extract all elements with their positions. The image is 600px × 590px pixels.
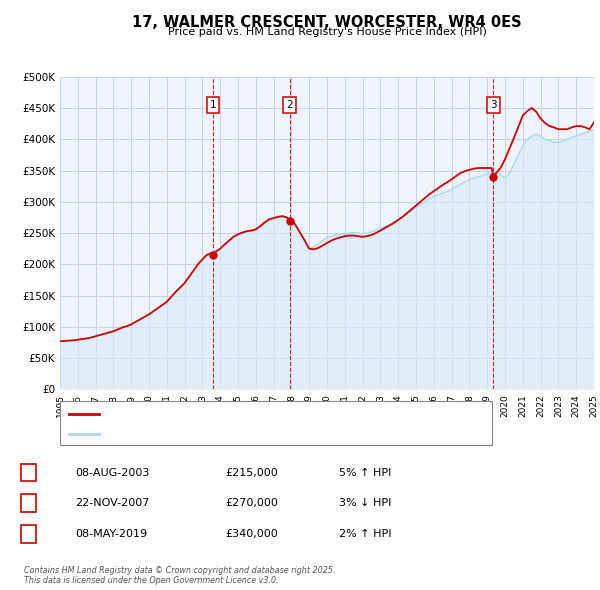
Text: £215,000: £215,000 xyxy=(225,468,278,477)
Text: £340,000: £340,000 xyxy=(225,529,278,539)
Text: 22-NOV-2007: 22-NOV-2007 xyxy=(75,499,149,508)
Text: HPI: Average price, detached house, Worcester: HPI: Average price, detached house, Worc… xyxy=(105,430,350,440)
Text: 1: 1 xyxy=(25,468,32,477)
Text: 08-MAY-2019: 08-MAY-2019 xyxy=(75,529,147,539)
Text: 1: 1 xyxy=(210,100,217,110)
Text: 17, WALMER CRESCENT, WORCESTER, WR4 0ES (detached house): 17, WALMER CRESCENT, WORCESTER, WR4 0ES … xyxy=(105,409,449,419)
Text: 3: 3 xyxy=(25,529,32,539)
Text: 17, WALMER CRESCENT, WORCESTER, WR4 0ES: 17, WALMER CRESCENT, WORCESTER, WR4 0ES xyxy=(132,15,522,30)
Text: 5% ↑ HPI: 5% ↑ HPI xyxy=(339,468,391,477)
Text: 2: 2 xyxy=(25,499,32,508)
Text: Price paid vs. HM Land Registry's House Price Index (HPI): Price paid vs. HM Land Registry's House … xyxy=(167,27,487,37)
Text: 2: 2 xyxy=(286,100,293,110)
Text: Contains HM Land Registry data © Crown copyright and database right 2025.
This d: Contains HM Land Registry data © Crown c… xyxy=(24,566,335,585)
Text: £270,000: £270,000 xyxy=(225,499,278,508)
Text: 08-AUG-2003: 08-AUG-2003 xyxy=(75,468,149,477)
Text: 3: 3 xyxy=(490,100,497,110)
Text: 2% ↑ HPI: 2% ↑ HPI xyxy=(339,529,391,539)
Text: 3% ↓ HPI: 3% ↓ HPI xyxy=(339,499,391,508)
